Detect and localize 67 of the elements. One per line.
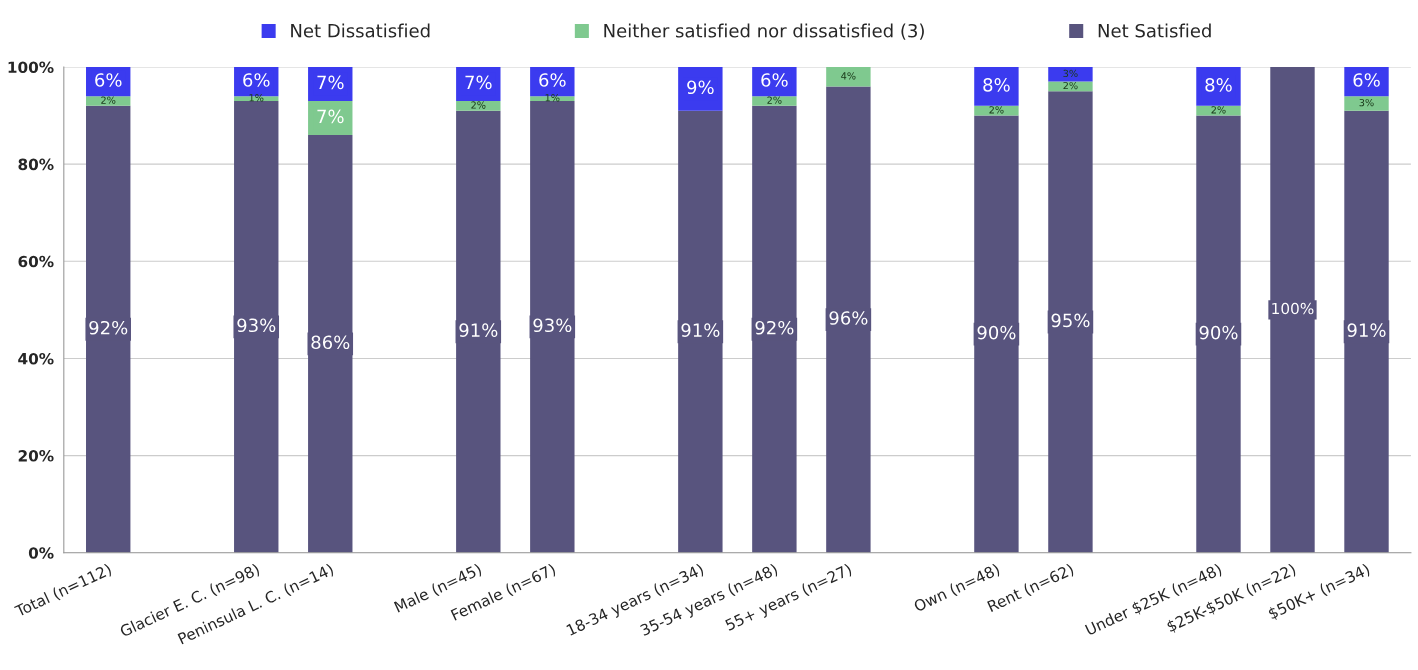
data-label: 90% (1199, 325, 1238, 340)
bar (974, 115, 1019, 553)
bar (752, 96, 797, 106)
bar (826, 86, 871, 553)
data-label: 2% (1211, 106, 1226, 114)
data-label: 7% (317, 109, 344, 124)
y-tick-label: 0% (28, 547, 54, 559)
bar (1048, 67, 1093, 82)
bar (456, 101, 501, 111)
bar (1048, 91, 1093, 553)
bar (530, 96, 575, 101)
bar (974, 105, 1019, 116)
bar (752, 105, 797, 553)
data-label: 2% (767, 96, 782, 104)
data-label: 6% (761, 73, 788, 87)
data-label: 3% (1063, 69, 1078, 78)
data-label: 8% (1205, 78, 1232, 92)
y-tick-label: 80% (18, 158, 54, 171)
data-label: 2% (101, 96, 116, 104)
bar (826, 67, 871, 87)
data-label: 1% (249, 94, 264, 102)
data-label: 9% (687, 80, 714, 95)
data-label: 93% (533, 318, 572, 333)
y-tick-label: 100% (8, 61, 54, 74)
bar (456, 110, 501, 553)
data-label: 3% (1359, 98, 1374, 107)
data-label: 2% (471, 101, 486, 109)
data-label: 6% (539, 73, 566, 87)
data-label: 2% (1063, 81, 1078, 90)
data-label: 8% (983, 78, 1010, 92)
data-label: 91% (681, 323, 720, 337)
bar (1344, 110, 1389, 553)
data-label: 92% (89, 320, 128, 335)
data-label: 91% (1347, 323, 1386, 337)
legend-label: Net Dissatisfied (291, 23, 430, 38)
bar (234, 96, 279, 101)
bar (678, 110, 723, 553)
bar (86, 96, 131, 106)
data-label: 95% (1051, 313, 1090, 328)
bar (1196, 105, 1241, 116)
y-tick-label: 60% (18, 255, 54, 268)
data-label: 6% (95, 73, 122, 87)
legend-label: Neither satisfied nor dissatisfied (3) (604, 23, 924, 40)
data-label: 100% (1272, 302, 1314, 315)
data-label: 92% (755, 320, 794, 335)
bar (1196, 115, 1241, 553)
data-label: 7% (317, 75, 344, 90)
data-label: 7% (465, 75, 492, 90)
data-label: 93% (237, 318, 276, 333)
data-label: 6% (1353, 73, 1380, 87)
data-label: 1% (545, 94, 560, 102)
bar (86, 105, 131, 553)
bar (234, 101, 279, 553)
bar (308, 135, 353, 553)
data-label: 86% (311, 335, 350, 350)
y-tick-label: 40% (18, 352, 54, 365)
data-label: 96% (829, 311, 868, 325)
bar (1344, 96, 1389, 111)
data-label: 91% (459, 323, 498, 337)
data-label: 90% (977, 325, 1016, 340)
y-tick-label: 20% (18, 450, 54, 462)
data-label: 2% (989, 106, 1004, 114)
data-label: 6% (243, 73, 270, 87)
bar (530, 101, 575, 553)
data-label: 4% (841, 72, 856, 80)
bar (1270, 67, 1315, 553)
legend-label: Net Satisfied (1098, 23, 1211, 38)
